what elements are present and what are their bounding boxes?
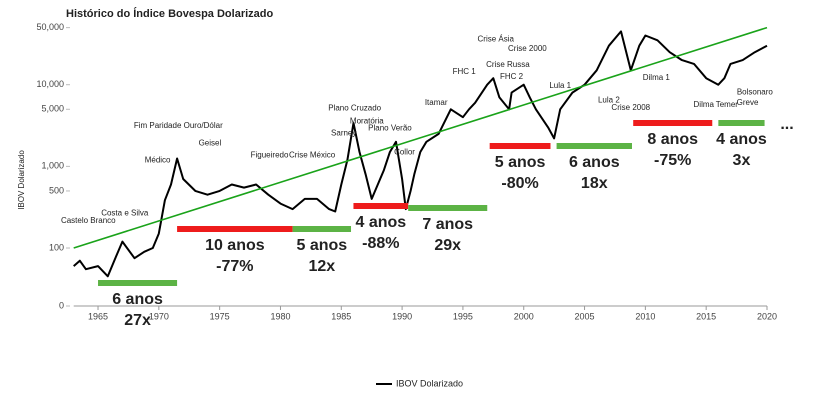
annotation: Crise México	[289, 151, 336, 160]
annotation: Crise Russa	[486, 60, 530, 69]
period-duration: 7 anos	[422, 216, 473, 233]
period-duration: 8 anos	[647, 131, 698, 148]
x-tick-label: 2005	[575, 311, 595, 321]
period-change: 18x	[581, 175, 608, 192]
x-tick-label: 2010	[635, 311, 655, 321]
trend-line	[73, 26, 768, 249]
x-tick-label: 2020	[757, 311, 777, 321]
period-bar	[633, 120, 713, 126]
annotation: Dilma 1	[643, 73, 671, 82]
annotation: Temer	[716, 100, 739, 109]
annotation: Fim Paridade Ouro/Dólar	[134, 121, 223, 130]
period-bar	[353, 203, 409, 209]
annotation: Crise 2008	[611, 103, 650, 112]
period-change: -88%	[362, 235, 399, 252]
y-tick-label: 100	[49, 242, 64, 252]
annotation: Médico	[145, 156, 171, 165]
annotation: Costa e Silva	[101, 208, 149, 217]
period-duration: 6 anos	[569, 154, 620, 171]
x-tick-label: 2000	[514, 311, 534, 321]
x-tick-label: 1965	[88, 311, 108, 321]
continuation: ...	[780, 116, 793, 133]
period-change: -75%	[654, 152, 691, 169]
x-tick-label: 1995	[453, 311, 473, 321]
x-tick-label: 1990	[392, 311, 412, 321]
period-duration: 4 anos	[716, 131, 767, 148]
annotation: Bolsonaro	[737, 88, 774, 97]
period-bar	[292, 226, 352, 232]
period-bar	[408, 205, 488, 211]
period-change: 29x	[434, 237, 461, 254]
annotation: Itamar	[425, 98, 448, 107]
annotation: Castelo Branco	[61, 216, 116, 225]
y-tick-label: 10,000	[36, 79, 64, 89]
period-bar	[177, 226, 293, 232]
annotation: Lula 2	[598, 96, 620, 105]
annotation: Crise 2000	[508, 44, 547, 53]
period-bar	[556, 143, 632, 149]
x-tick-label: 2015	[696, 311, 716, 321]
period-duration: 5 anos	[296, 237, 347, 254]
y-tick-label: 0	[59, 300, 64, 310]
period-duration: 5 anos	[495, 154, 546, 171]
annotation: Collor	[394, 148, 415, 157]
legend-label: IBOV Dolarizado	[396, 378, 463, 388]
annotation: Greve	[737, 98, 759, 107]
annotation: Figueiredo	[251, 151, 289, 160]
annotation: FHC 2	[500, 72, 524, 81]
x-tick-label: 1970	[149, 311, 169, 321]
x-tick-label: 1985	[331, 311, 351, 321]
annotation: Geisel	[199, 139, 222, 148]
period-change: -80%	[501, 175, 538, 192]
period-change: -77%	[216, 258, 253, 275]
period-change: 3x	[733, 152, 751, 169]
annotation: Lula 1	[549, 81, 571, 90]
period-bar	[718, 120, 765, 126]
y-tick-label: 500	[49, 185, 64, 195]
x-tick-label: 1975	[210, 311, 230, 321]
period-change: 27x	[124, 312, 151, 329]
annotation: Plano Cruzado	[328, 104, 381, 113]
period-duration: 4 anos	[355, 214, 406, 231]
period-bar	[489, 143, 551, 149]
y-tick-label: 1,000	[41, 161, 64, 171]
y-axis-label: IBOV Dolarizado	[17, 150, 26, 210]
period-bar	[98, 280, 178, 286]
annotation: Sarney	[331, 129, 356, 138]
annotation: Crise Ásia	[478, 34, 515, 43]
y-tick-label: 5,000	[41, 104, 64, 114]
annotation: Moratória	[350, 117, 384, 126]
x-tick-label: 1980	[270, 311, 290, 321]
chart-title: Histórico do Índice Bovespa Dolarizado	[66, 7, 273, 20]
annotation: Plano Verão	[368, 124, 412, 133]
y-tick-label: 50,000	[36, 22, 64, 32]
period-duration: 6 anos	[112, 291, 163, 308]
period-duration: 10 anos	[205, 237, 265, 254]
annotation: FHC 1	[453, 67, 477, 76]
period-change: 12x	[308, 258, 335, 275]
annotation: Dilma	[694, 100, 715, 109]
